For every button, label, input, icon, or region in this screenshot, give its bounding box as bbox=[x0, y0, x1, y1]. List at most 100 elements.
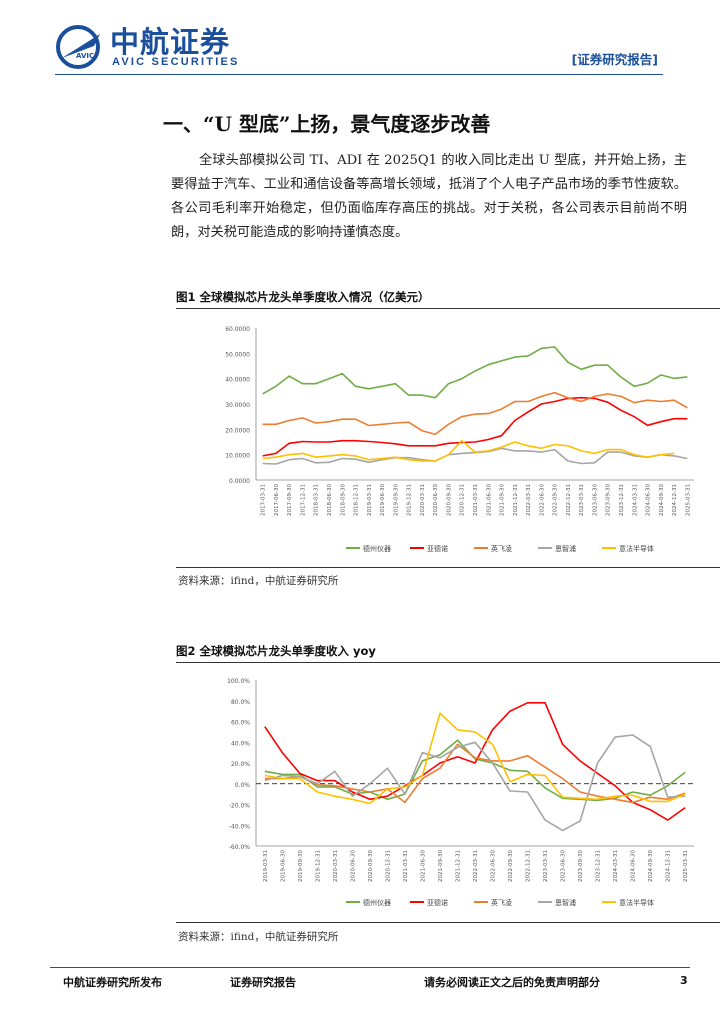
figure1-title: 图1 全球模拟芯片龙头单季度收入情况（亿美元） bbox=[176, 290, 430, 304]
chart1-x-tick: 2021-12-31 bbox=[455, 850, 461, 882]
figure1-source: 资料来源：ifind，中航证券研究所 bbox=[178, 575, 339, 587]
chart0-x-tick: 2023-12-31 bbox=[619, 484, 625, 516]
chart0-x-tick: 2019-03-31 bbox=[367, 484, 373, 516]
chart0-x-tick: 2017-03-31 bbox=[261, 484, 267, 516]
header-divider bbox=[55, 74, 663, 75]
chart1-x-tick: 2020-06-30 bbox=[350, 850, 356, 882]
chart1-y-tick: 20.0% bbox=[231, 761, 250, 768]
logo-text: AVIC bbox=[76, 52, 94, 60]
footer-report-type: 证券研究报告 bbox=[230, 976, 296, 989]
chart1-x-tick: 2021-06-30 bbox=[420, 850, 426, 882]
chart0-x-tick: 2017-09-30 bbox=[287, 484, 293, 516]
figure2-title: 图2 全球模拟芯片龙头单季度收入 yoy bbox=[176, 644, 376, 658]
chart0-x-tick: 2021-09-30 bbox=[500, 484, 506, 516]
chart0-x-tick: 2018-03-31 bbox=[314, 484, 320, 516]
chart0-series-0 bbox=[262, 346, 688, 399]
chart1-x-tick: 2022-09-30 bbox=[508, 850, 514, 882]
chart1-x-tick: 2019-12-31 bbox=[315, 850, 321, 882]
chart0-x-tick: 2019-09-30 bbox=[393, 484, 399, 516]
chart0-legend-label: 德州仪器 bbox=[363, 544, 391, 553]
chart1-legend-label: 德州仪器 bbox=[363, 898, 391, 907]
chart0-x-tick: 2020-09-30 bbox=[446, 484, 452, 516]
chart1-y-tick: -20.0% bbox=[229, 803, 251, 810]
chart0-y-tick: 60.0000 bbox=[225, 326, 250, 333]
chart0-x-tick: 2019-06-30 bbox=[380, 484, 386, 516]
chart1-x-tick: 2020-09-30 bbox=[368, 850, 374, 882]
chart0-x-tick: 2021-03-31 bbox=[473, 484, 479, 516]
chart1-x-tick: 2023-06-30 bbox=[561, 850, 567, 882]
brand-name-cn: 中航证券 bbox=[110, 25, 231, 59]
chart0-y-tick: 10.0000 bbox=[225, 453, 250, 460]
chart0-y-tick: 20.0000 bbox=[225, 427, 250, 434]
chart0-legend-label: 英飞凌 bbox=[491, 544, 512, 553]
footer-disclaimer: 请务必阅读正文之后的免责声明部分 bbox=[424, 976, 600, 989]
avic-logo: AVIC bbox=[56, 25, 100, 69]
chart1-x-tick: 2024-12-31 bbox=[666, 850, 672, 882]
chart0-x-tick: 2024-09-30 bbox=[659, 484, 665, 516]
chart0-x-tick: 2020-03-31 bbox=[420, 484, 426, 516]
chart0-x-tick: 2019-12-31 bbox=[407, 484, 413, 516]
chart1-x-tick: 2020-03-31 bbox=[333, 850, 339, 882]
chart1-x-tick: 2025-03-31 bbox=[683, 850, 689, 882]
chart1-series-0 bbox=[264, 739, 686, 802]
chart0-y-tick: 30.0000 bbox=[225, 402, 250, 409]
chart1-x-tick: 2019-06-30 bbox=[280, 850, 286, 882]
chart0-x-tick: 2022-06-30 bbox=[539, 484, 545, 516]
chart1-x-tick: 2024-06-30 bbox=[631, 850, 637, 882]
chart0-y-tick: 40.0000 bbox=[225, 377, 250, 384]
chart1-legend-label: 亚德诺 bbox=[427, 898, 448, 907]
chart1-x-tick: 2020-12-31 bbox=[385, 850, 391, 882]
chart1-series-3 bbox=[264, 734, 686, 832]
chart1-x-tick: 2019-03-31 bbox=[263, 850, 269, 882]
chart1-y-tick: -40.0% bbox=[229, 823, 251, 830]
chart1-series-4 bbox=[264, 712, 686, 805]
chart1-x-tick: 2022-06-30 bbox=[491, 850, 497, 882]
chart0-x-tick: 2021-06-30 bbox=[486, 484, 492, 516]
figure2-top-rule bbox=[176, 662, 720, 663]
chart1-y-tick: -60.0% bbox=[229, 844, 251, 851]
chart0-series-4 bbox=[262, 439, 675, 462]
chart0-x-tick: 2023-09-30 bbox=[606, 484, 612, 516]
chart1-legend-label: 恩智浦 bbox=[555, 898, 576, 907]
chart1-series-1 bbox=[264, 702, 686, 821]
chart1-x-tick: 2024-09-30 bbox=[648, 850, 654, 882]
chart0-x-tick: 2021-12-31 bbox=[513, 484, 519, 516]
chart0-x-tick: 2020-12-31 bbox=[460, 484, 466, 516]
figure2-bottom-rule bbox=[176, 922, 720, 923]
figure2-source: 资料来源：ifind，中航证券研究所 bbox=[178, 931, 339, 943]
chart1-x-tick: 2021-03-31 bbox=[403, 850, 409, 882]
chart0-series-2 bbox=[262, 391, 688, 436]
chart0-x-tick: 2018-06-30 bbox=[327, 484, 333, 516]
chart0-legend-label: 亚德诺 bbox=[427, 544, 448, 553]
chart0-legend-label: 恩智浦 bbox=[555, 544, 576, 553]
chart1-x-tick: 2023-09-30 bbox=[578, 850, 584, 882]
chart1-x-tick: 2022-12-31 bbox=[526, 850, 532, 882]
chart0-x-tick: 2022-03-31 bbox=[526, 484, 532, 516]
chart0-x-tick: 2023-03-31 bbox=[579, 484, 585, 516]
chart0-x-tick: 2018-09-30 bbox=[340, 484, 346, 516]
chart1-y-tick: 60.0% bbox=[231, 720, 250, 727]
chart0-x-tick: 2022-12-31 bbox=[566, 484, 572, 516]
figure1-bottom-rule bbox=[176, 567, 720, 568]
chart1-y-tick: 0.0% bbox=[235, 782, 251, 789]
footer-publisher: 中航证券研究所发布 bbox=[63, 976, 162, 989]
chart1-x-tick: 2024-03-31 bbox=[613, 850, 619, 882]
chart0-x-tick: 2025-03-31 bbox=[685, 484, 691, 516]
chart1-x-tick: 2022-03-31 bbox=[473, 850, 479, 882]
page-number: 3 bbox=[680, 974, 688, 987]
body-paragraph: 全球头部模拟公司 TI、ADI 在 2025Q1 的收入同比走出 U 型底，并开… bbox=[171, 153, 687, 240]
chart0-x-tick: 2017-12-31 bbox=[300, 484, 306, 516]
chart0-x-tick: 2018-12-31 bbox=[354, 484, 360, 516]
chart1-y-tick: 80.0% bbox=[231, 699, 250, 706]
figure1-top-rule bbox=[176, 308, 720, 309]
chart0-y-tick: 50.0000 bbox=[225, 351, 250, 358]
chart0-x-tick: 2024-06-30 bbox=[646, 484, 652, 516]
chart1-x-tick: 2023-12-31 bbox=[596, 850, 602, 882]
yoy-chart: -60.0% -40.0% -20.0% 0.0% 20.0% 40.0% 60.0% 80.… bbox=[227, 678, 694, 907]
chart0-x-tick: 2022-09-30 bbox=[553, 484, 559, 516]
chart1-legend-label: 意法半导体 bbox=[619, 898, 654, 907]
chart0-x-tick: 2020-06-30 bbox=[433, 484, 439, 516]
chart1-y-tick: 100.0% bbox=[227, 678, 250, 685]
revenue-chart: 0.0000 10.0000 20.0000 30.0000 40.0000 50.000… bbox=[225, 326, 694, 553]
chart0-x-tick: 2017-06-30 bbox=[274, 484, 280, 516]
